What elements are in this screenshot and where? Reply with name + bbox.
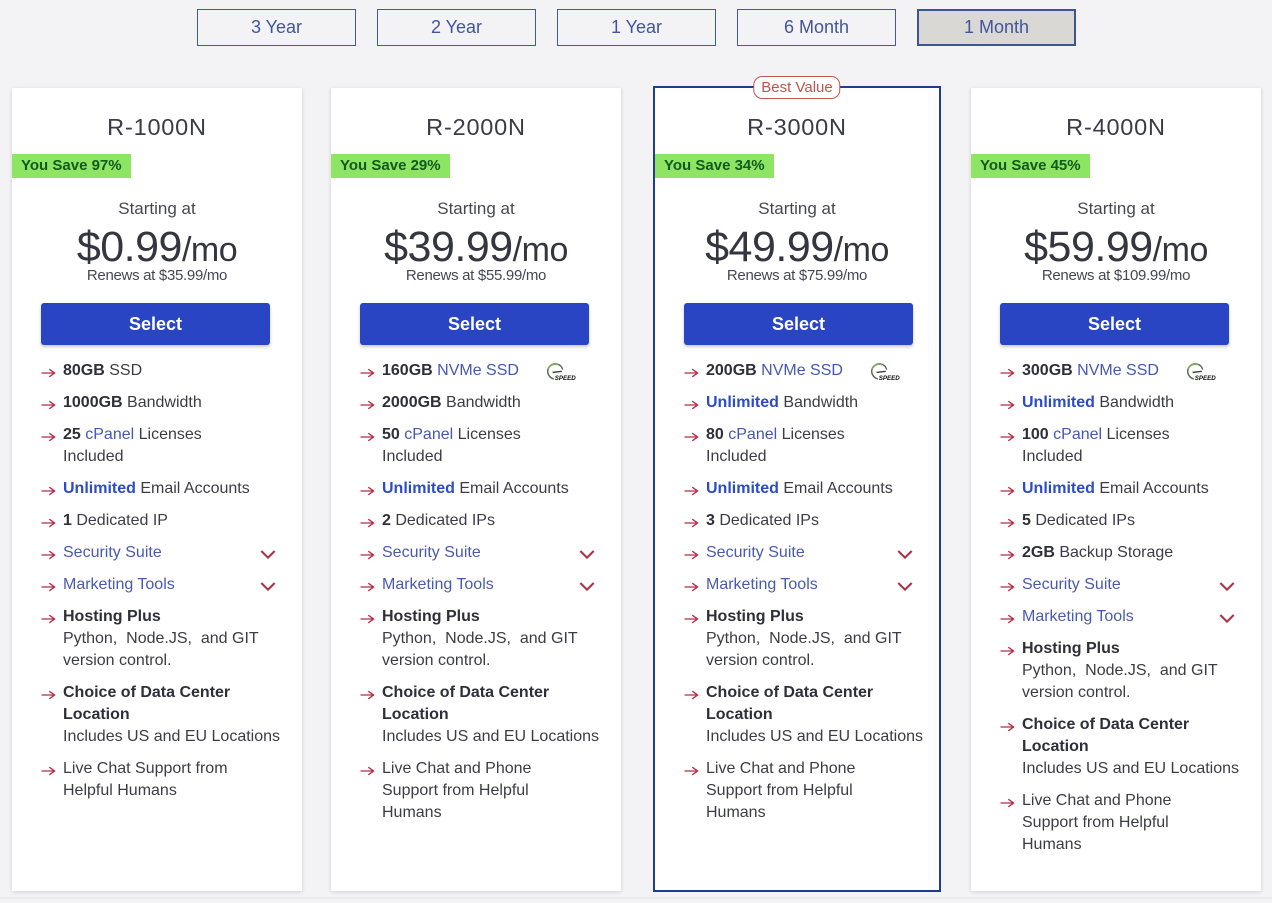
svg-text:SPEED: SPEED (1195, 375, 1217, 382)
svg-text:SPEED: SPEED (879, 375, 901, 382)
svg-text:SPEED: SPEED (555, 375, 577, 382)
